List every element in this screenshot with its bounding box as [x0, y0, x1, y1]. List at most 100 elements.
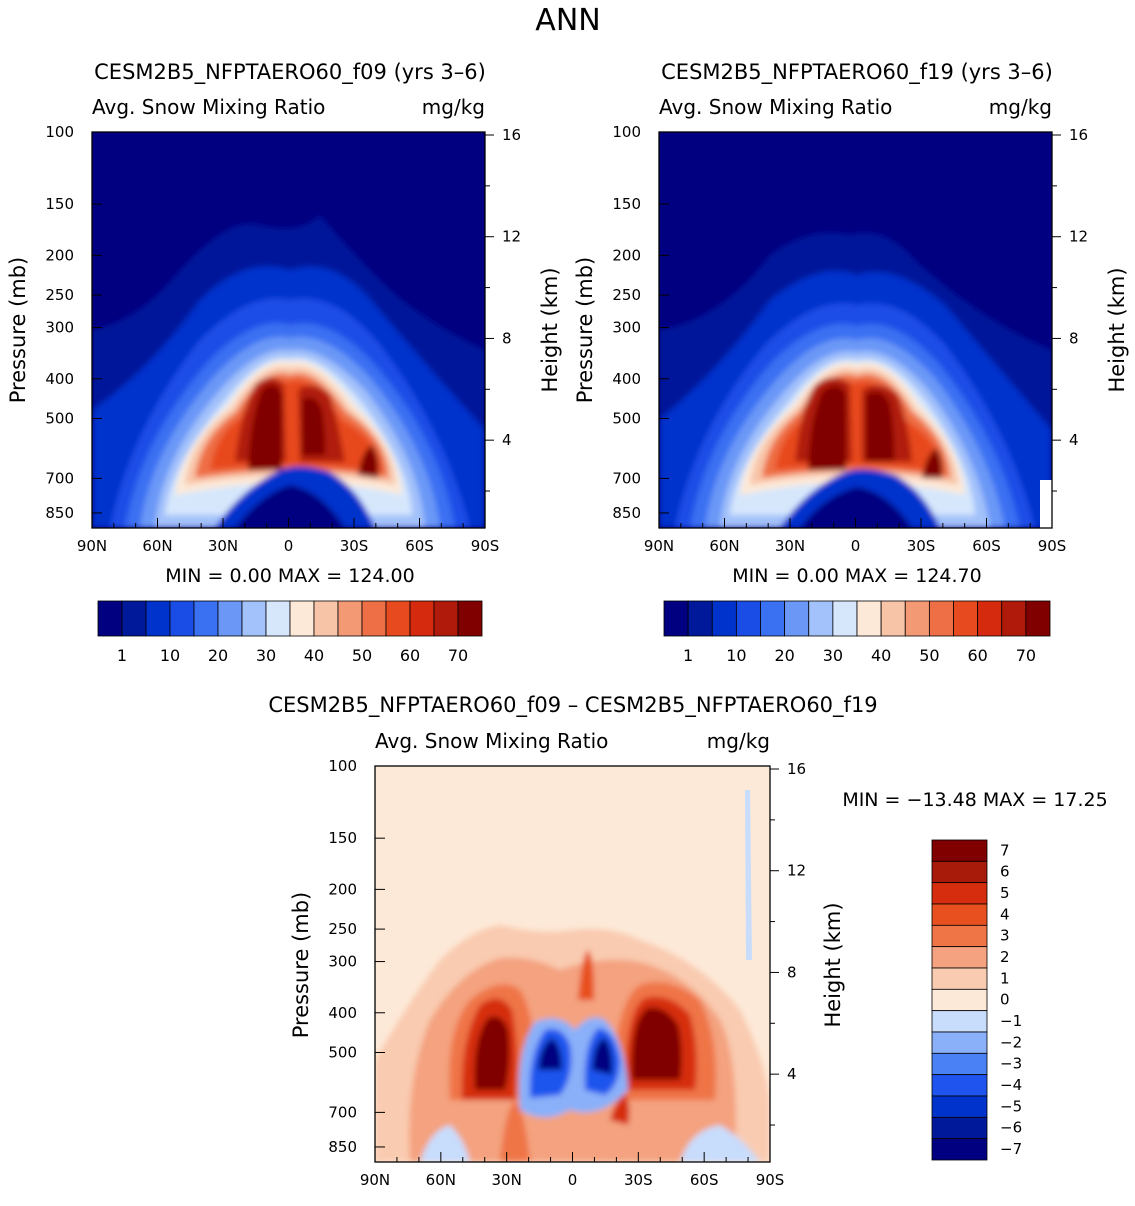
panel-right-ylabel: Pressure (mb) [573, 257, 597, 404]
colorbar-swatch [361, 600, 387, 637]
colorbar-label: 0 [1000, 991, 1010, 1009]
x-tick-label: 30S [340, 537, 369, 555]
panel-left-minmax: MIN = 0.00 MAX = 124.00 [165, 565, 414, 587]
panel-right-variable: Avg. Snow Mixing Ratio [659, 95, 892, 119]
contour-band [592, 1038, 613, 1075]
y-tick-label: 150 [328, 829, 357, 847]
colorbar-swatch [784, 600, 810, 637]
panel-left-units: mg/kg [422, 95, 485, 119]
y-tick-label: 300 [612, 319, 641, 337]
panel-left-ylabel: Pressure (mb) [6, 257, 30, 404]
colorbar-swatch [409, 600, 435, 637]
colorbar-swatch [931, 924, 988, 948]
panel-diff-title: CESM2B5_NFPTAERO60_f09 – CESM2B5_NFPTAER… [268, 693, 877, 718]
x-tick-label: 90S [1038, 537, 1067, 555]
contour-band [500, 1100, 530, 1162]
y-tick-label: 400 [45, 370, 74, 388]
colorbar-swatch [931, 1031, 988, 1054]
page-title: ANN [535, 3, 600, 38]
x-tick-label: 90S [471, 537, 500, 555]
colorbar-label: 7 [1000, 841, 1010, 859]
y-tick-label: 500 [612, 409, 641, 427]
colorbar-label: 40 [871, 646, 891, 665]
colorbar-label: 3 [1000, 927, 1010, 945]
y-tick-label: 250 [45, 286, 74, 304]
panel-diff-minmax: MIN = −13.48 MAX = 17.25 [842, 789, 1107, 811]
x-tick-label: 0 [284, 537, 294, 555]
contour-band [420, 1125, 470, 1162]
x-tick-label: 60N [142, 537, 172, 555]
colorbar-swatch [931, 1052, 988, 1076]
colorbar-swatch [1001, 600, 1027, 637]
contour-band [248, 385, 282, 470]
panel-left-title: CESM2B5_NFPTAERO60_f09 (yrs 3–6) [94, 60, 486, 85]
x-tick-label: 60S [972, 537, 1001, 555]
colorbar-label: −5 [1000, 1097, 1022, 1115]
panel-right-field [659, 132, 1052, 528]
colorbar-swatch [931, 1116, 988, 1140]
colorbar-label: 70 [1016, 646, 1036, 665]
panel-diff-axes: 90N 60N 30N 0 30S 60S 90S 100 150 200 250 300 400 500… [328, 757, 806, 1189]
colorbar-swatch [687, 600, 713, 637]
panel-diff-field [375, 766, 770, 1162]
y-tick-label: 150 [612, 195, 641, 213]
contour-band [631, 1007, 682, 1080]
panel-right-units: mg/kg [989, 95, 1052, 119]
colorbar-swatch [880, 600, 906, 637]
contour-band [578, 950, 594, 1000]
y-tick-label: 500 [45, 409, 74, 427]
colorbar-swatch [931, 1010, 988, 1033]
colorbar-swatch [433, 600, 459, 637]
panel-right-title: CESM2B5_NFPTAERO60_f19 (yrs 3–6) [661, 60, 1053, 85]
contour-band [235, 485, 345, 528]
x-tick-label: 60N [426, 1171, 456, 1189]
x-tick-label: 60N [709, 537, 739, 555]
colorbar-label: −4 [1000, 1076, 1022, 1094]
y-tick-label: 700 [612, 469, 641, 487]
colorbar-label: 20 [774, 646, 794, 665]
colorbar-swatch [663, 600, 689, 637]
colorbar-label: 40 [304, 646, 324, 665]
x-tick-label: 30S [624, 1171, 653, 1189]
y2-tick-label: 8 [787, 963, 797, 981]
colorbar-swatch [711, 600, 737, 637]
panel-diff: CESM2B5_NFPTAERO60_f09 – CESM2B5_NFPTAER… [268, 693, 1107, 1189]
missing-data [1040, 480, 1052, 528]
x-tick-label: 90N [644, 537, 674, 555]
colorbar-label: 50 [352, 646, 372, 665]
panel-left-field [92, 132, 485, 528]
y-tick-label: 700 [328, 1103, 357, 1121]
y-tick-label: 400 [328, 1004, 357, 1022]
colorbar-swatch [457, 600, 483, 637]
colorbar-swatch [931, 839, 988, 862]
colorbar-swatch [931, 967, 988, 990]
panel-right-y2label: Height (km) [1105, 267, 1129, 392]
colorbar-swatch [931, 1095, 988, 1118]
x-tick-label: 90N [360, 1171, 390, 1189]
panel-right-colorbar: 1 10 20 30 40 50 60 70 [663, 600, 1051, 665]
x-tick-label: 0 [851, 537, 861, 555]
contour-band [610, 1095, 630, 1125]
colorbar-label: −3 [1000, 1055, 1022, 1073]
panel-diff-y2label: Height (km) [821, 902, 845, 1027]
colorbar-label: 60 [967, 646, 987, 665]
colorbar-label: 30 [823, 646, 843, 665]
x-tick-label: 30N [492, 1171, 522, 1189]
panel-diff-colorbar: 7 6 5 4 3 2 1 0 −1 −2 −3 −4 −5 −6 −7 [931, 839, 1022, 1161]
contour-band [866, 391, 895, 462]
colorbar-swatch [121, 600, 147, 637]
y2-tick-label: 16 [787, 760, 806, 778]
x-tick-label: 30N [208, 537, 238, 555]
y2-tick-label: 12 [1069, 228, 1088, 246]
colorbar-swatch [337, 600, 363, 637]
panel-left-y2label: Height (km) [538, 267, 562, 392]
colorbar-swatch [313, 600, 339, 637]
colorbar-swatch [931, 1074, 988, 1097]
x-tick-label: 90N [77, 537, 107, 555]
colorbar-swatch [289, 600, 315, 637]
y-tick-label: 100 [328, 757, 357, 775]
x-tick-label: 60S [690, 1171, 719, 1189]
y-tick-label: 850 [45, 504, 74, 522]
colorbar-label: 10 [160, 646, 180, 665]
colorbar-swatch [953, 600, 979, 637]
